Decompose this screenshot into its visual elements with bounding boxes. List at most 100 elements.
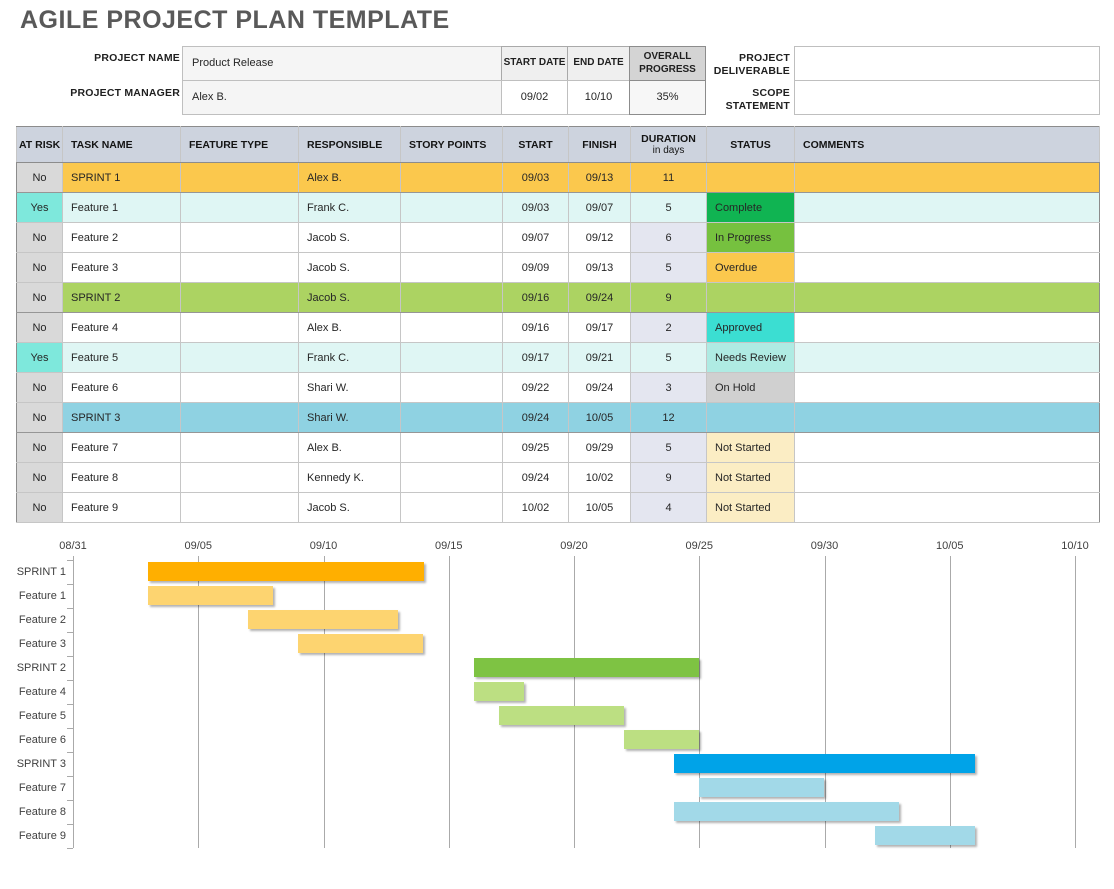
cell-task[interactable]: Feature 4 [62,312,181,343]
cell-comments[interactable] [794,312,1100,343]
cell-task[interactable]: Feature 5 [62,342,181,373]
cell-task[interactable]: Feature 1 [62,192,181,223]
cell-at-risk[interactable]: Yes [16,192,63,223]
cell-responsible[interactable]: Frank C. [298,192,401,223]
cell-story-points[interactable] [400,492,503,523]
cell-comments[interactable] [794,492,1100,523]
cell-comments[interactable] [794,282,1100,313]
cell-responsible[interactable]: Alex B. [298,432,401,463]
cell-status[interactable] [706,282,795,313]
cell-at-risk[interactable]: No [16,162,63,193]
cell-story-points[interactable] [400,252,503,283]
cell-task[interactable]: SPRINT 1 [62,162,181,193]
cell-duration[interactable]: 4 [630,492,707,523]
cell-status[interactable] [706,402,795,433]
cell-story-points[interactable] [400,402,503,433]
cell-comments[interactable] [794,192,1100,223]
overall-progress-value[interactable]: 35% [629,80,706,115]
cell-responsible[interactable]: Jacob S. [298,492,401,523]
cell-finish[interactable]: 09/24 [568,372,631,403]
cell-responsible[interactable]: Kennedy K. [298,462,401,493]
cell-at-risk[interactable]: Yes [16,342,63,373]
cell-start[interactable]: 09/25 [502,432,569,463]
cell-feature-type[interactable] [180,492,299,523]
cell-at-risk[interactable]: No [16,372,63,403]
cell-feature-type[interactable] [180,432,299,463]
cell-feature-type[interactable] [180,252,299,283]
cell-feature-type[interactable] [180,312,299,343]
cell-story-points[interactable] [400,342,503,373]
cell-feature-type[interactable] [180,162,299,193]
cell-duration[interactable]: 5 [630,192,707,223]
cell-start[interactable]: 10/02 [502,492,569,523]
cell-duration[interactable]: 5 [630,342,707,373]
cell-start[interactable]: 09/16 [502,282,569,313]
cell-finish[interactable]: 09/12 [568,222,631,253]
cell-comments[interactable] [794,342,1100,373]
cell-story-points[interactable] [400,222,503,253]
cell-story-points[interactable] [400,312,503,343]
cell-finish[interactable]: 10/05 [568,492,631,523]
cell-feature-type[interactable] [180,192,299,223]
cell-duration[interactable]: 12 [630,402,707,433]
cell-at-risk[interactable]: No [16,312,63,343]
start-date-value[interactable]: 09/02 [501,80,568,115]
cell-task[interactable]: Feature 8 [62,462,181,493]
cell-finish[interactable]: 09/24 [568,282,631,313]
cell-finish[interactable]: 09/21 [568,342,631,373]
cell-responsible[interactable]: Shari W. [298,372,401,403]
cell-feature-type[interactable] [180,372,299,403]
cell-status[interactable] [706,162,795,193]
cell-finish[interactable]: 10/02 [568,462,631,493]
cell-duration[interactable]: 11 [630,162,707,193]
cell-start[interactable]: 09/24 [502,462,569,493]
cell-story-points[interactable] [400,372,503,403]
project-manager-field[interactable]: Alex B. [182,80,502,115]
cell-at-risk[interactable]: No [16,492,63,523]
cell-start[interactable]: 09/03 [502,162,569,193]
cell-duration[interactable]: 6 [630,222,707,253]
cell-responsible[interactable]: Jacob S. [298,222,401,253]
cell-status[interactable]: On Hold [706,372,795,403]
cell-responsible[interactable]: Shari W. [298,402,401,433]
cell-duration[interactable]: 9 [630,462,707,493]
cell-story-points[interactable] [400,432,503,463]
cell-task[interactable]: SPRINT 2 [62,282,181,313]
cell-at-risk[interactable]: No [16,252,63,283]
cell-feature-type[interactable] [180,462,299,493]
cell-feature-type[interactable] [180,342,299,373]
cell-task[interactable]: Feature 2 [62,222,181,253]
cell-task[interactable]: Feature 3 [62,252,181,283]
cell-status[interactable]: Overdue [706,252,795,283]
cell-finish[interactable]: 09/07 [568,192,631,223]
cell-responsible[interactable]: Alex B. [298,162,401,193]
cell-story-points[interactable] [400,282,503,313]
cell-start[interactable]: 09/03 [502,192,569,223]
project-deliverable-field[interactable] [794,46,1100,81]
cell-status[interactable]: Not Started [706,432,795,463]
cell-story-points[interactable] [400,162,503,193]
cell-duration[interactable]: 5 [630,432,707,463]
cell-at-risk[interactable]: No [16,462,63,493]
cell-feature-type[interactable] [180,222,299,253]
cell-duration[interactable]: 3 [630,372,707,403]
cell-finish[interactable]: 09/29 [568,432,631,463]
project-name-field[interactable]: Product Release [182,46,502,81]
cell-status[interactable]: Approved [706,312,795,343]
cell-story-points[interactable] [400,462,503,493]
cell-finish[interactable]: 09/13 [568,252,631,283]
cell-comments[interactable] [794,252,1100,283]
cell-status[interactable]: In Progress [706,222,795,253]
cell-story-points[interactable] [400,192,503,223]
cell-status[interactable]: Complete [706,192,795,223]
cell-at-risk[interactable]: No [16,222,63,253]
cell-comments[interactable] [794,162,1100,193]
cell-start[interactable]: 09/24 [502,402,569,433]
cell-start[interactable]: 09/22 [502,372,569,403]
scope-statement-field[interactable] [794,80,1100,115]
cell-responsible[interactable]: Frank C. [298,342,401,373]
cell-start[interactable]: 09/17 [502,342,569,373]
cell-start[interactable]: 09/09 [502,252,569,283]
cell-comments[interactable] [794,432,1100,463]
cell-at-risk[interactable]: No [16,432,63,463]
